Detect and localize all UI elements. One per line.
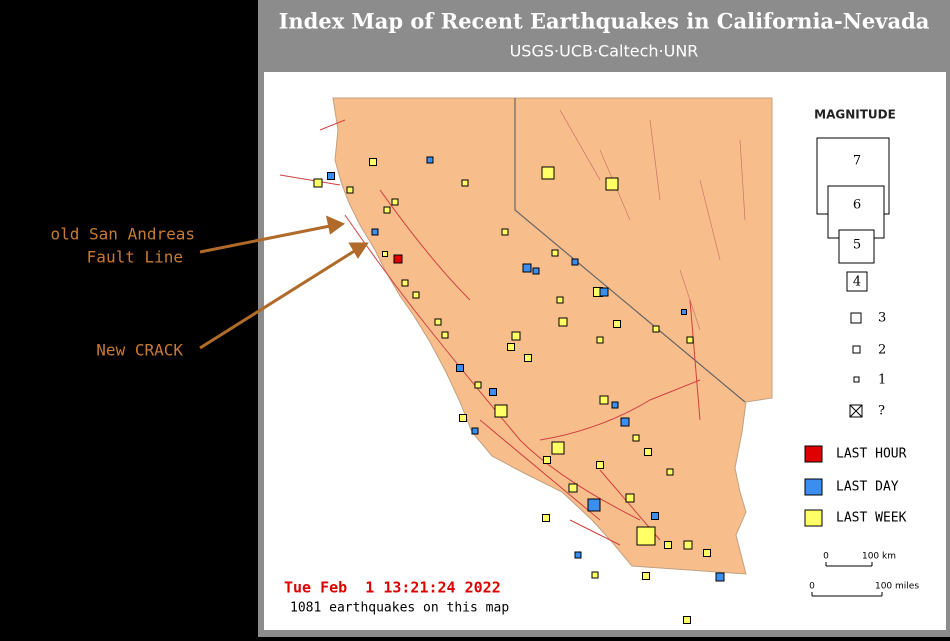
quake-marker: [571, 258, 579, 266]
quake-marker: [551, 441, 565, 455]
quake-marker: [494, 404, 508, 418]
quake-marker: [501, 228, 509, 236]
quake-marker: [371, 228, 379, 236]
quake-marker: [664, 541, 672, 549]
quake-marker: [542, 514, 550, 522]
quake-marker: [715, 572, 725, 582]
quake-marker: [574, 551, 582, 559]
legend-label: LAST HOUR: [836, 447, 907, 462]
scale-label: 100 miles: [875, 582, 919, 592]
quake-marker: [541, 166, 555, 180]
quake-marker: [471, 427, 479, 435]
quake-marker: [652, 325, 660, 333]
annotation: Fault Line: [87, 248, 183, 267]
magnitude-boxes: [816, 137, 890, 418]
quake-markers: [313, 156, 725, 624]
scale-label: 100 km: [862, 552, 896, 562]
quake-marker: [568, 483, 578, 493]
quake-marker: [327, 172, 335, 180]
magnitude-label: 7: [853, 154, 861, 169]
quake-marker: [666, 468, 674, 476]
legend-label: LAST WEEK: [836, 511, 907, 526]
quake-marker: [393, 254, 403, 264]
quake-marker: [346, 186, 354, 194]
quake-marker: [596, 461, 604, 469]
quake-marker: [551, 249, 559, 257]
quake-marker: [681, 309, 687, 315]
magnitude-label: 2: [878, 343, 886, 358]
arrows: [199, 215, 369, 350]
quake-marker: [605, 177, 619, 191]
timestamp: Tue Feb 1 13:21:24 2022: [284, 579, 501, 597]
quake-marker: [434, 318, 442, 326]
subtitle: USGS·UCB·Caltech·UNR: [510, 42, 699, 61]
quake-marker: [642, 572, 650, 580]
quake-count: 1081 earthquakes on this map: [290, 601, 509, 616]
quake-marker: [632, 434, 640, 442]
magnitude-label: 6: [853, 198, 861, 213]
annotation: New CRACK: [96, 341, 183, 360]
quake-marker: [489, 388, 497, 396]
quake-marker: [369, 158, 377, 166]
legend-swatch: [804, 445, 823, 463]
quake-marker: [459, 414, 467, 422]
quake-marker: [587, 498, 601, 512]
quake-marker: [524, 354, 532, 362]
magnitude-label: 5: [853, 238, 861, 253]
magnitude-label: 4: [853, 275, 861, 290]
magnitude-label: ?: [878, 404, 885, 419]
quake-marker: [651, 512, 659, 520]
annotation: old San Andreas: [51, 225, 196, 244]
state-border: [514, 98, 746, 403]
quake-marker: [456, 364, 464, 372]
title: Index Map of Recent Earthquakes in Calif…: [279, 9, 930, 34]
land: [332, 97, 773, 575]
quake-marker: [474, 381, 482, 389]
legend-title: MAGNITUDE: [814, 108, 896, 122]
quake-marker: [382, 251, 388, 257]
quake-marker: [683, 540, 693, 550]
quake-marker: [401, 279, 409, 287]
quake-marker: [426, 156, 434, 164]
quake-marker: [599, 287, 609, 297]
quake-marker: [391, 198, 399, 206]
quake-marker: [703, 549, 711, 557]
quake-marker: [461, 179, 469, 187]
quake-marker: [522, 263, 532, 273]
quake-marker: [599, 395, 609, 405]
quake-marker: [441, 331, 449, 339]
quake-marker: [644, 448, 652, 456]
quake-marker: [556, 296, 564, 304]
magnitude-label: 1: [878, 373, 886, 388]
magnitude-label: 3: [878, 311, 886, 326]
quake-marker: [620, 417, 630, 427]
quake-marker: [507, 343, 515, 351]
quake-marker: [511, 331, 521, 341]
quake-marker: [412, 291, 420, 299]
quake-marker: [532, 267, 540, 275]
quake-marker: [596, 336, 604, 344]
quake-marker: [625, 493, 635, 503]
scale-label: 0: [809, 582, 815, 592]
legend-swatch: [804, 509, 823, 527]
scale-label: 0: [823, 552, 829, 562]
legend-label: LAST DAY: [836, 480, 899, 495]
scale-bars: [811, 562, 883, 597]
quake-marker: [611, 401, 619, 409]
quake-marker: [543, 456, 551, 464]
quake-marker: [686, 336, 694, 344]
quake-marker: [636, 526, 656, 546]
quake-marker: [383, 206, 391, 214]
quake-marker: [683, 616, 691, 624]
quake-marker: [313, 178, 323, 188]
quake-marker: [613, 320, 621, 328]
quake-marker: [558, 317, 568, 327]
legend-swatch: [804, 478, 823, 496]
quake-marker: [591, 571, 599, 579]
